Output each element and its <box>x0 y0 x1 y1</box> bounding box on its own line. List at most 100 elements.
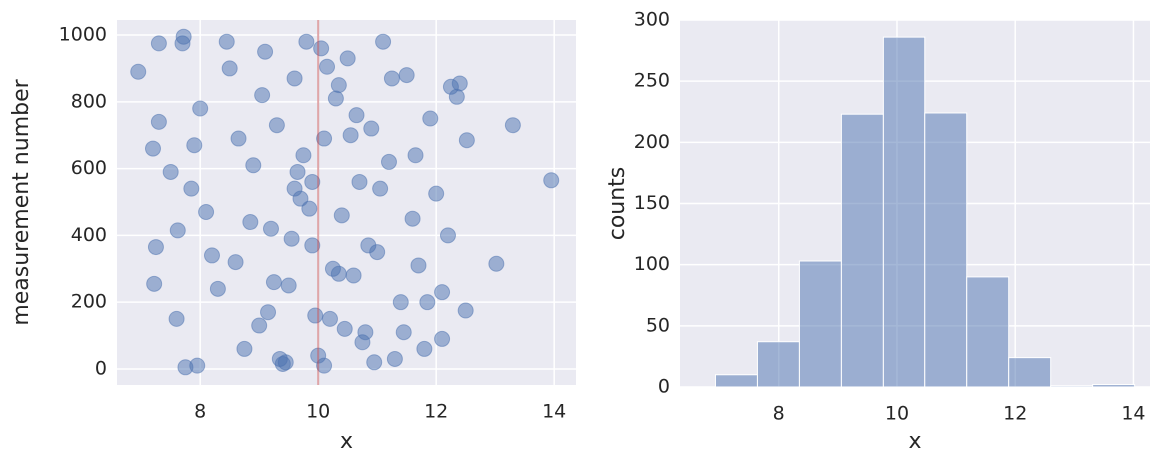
scatter-point <box>198 204 215 221</box>
scatter-point <box>262 220 279 237</box>
histogram-bar <box>756 341 800 388</box>
scatter-point <box>398 67 415 84</box>
scatter-point <box>251 317 268 334</box>
scatter-point <box>286 70 303 87</box>
scatter-point <box>386 350 403 367</box>
scatter-point <box>227 254 244 271</box>
scatter-point <box>283 230 300 247</box>
scatter-point <box>230 130 247 147</box>
scatter-point <box>380 153 397 170</box>
y-tick-label: 250 <box>634 70 670 92</box>
scatter-point <box>162 163 179 180</box>
histogram-bar <box>924 112 968 388</box>
x-tick-label: 10 <box>306 401 330 423</box>
y-axis-label: measurement number <box>9 78 34 325</box>
y-tick-label: 200 <box>634 131 670 153</box>
scatter-point <box>183 180 200 197</box>
scatter-point <box>439 227 456 244</box>
x-axis-label: x <box>340 429 353 454</box>
y-tick-label: 600 <box>71 157 107 179</box>
y-tick-label: 0 <box>658 376 670 398</box>
scatter-point <box>416 340 433 357</box>
scatter-point <box>354 334 371 351</box>
histogram-bar <box>882 36 926 388</box>
y-axis-label: counts <box>605 167 630 241</box>
scatter-point <box>339 50 356 67</box>
scatter-point <box>407 147 424 164</box>
scatter-point <box>330 77 347 94</box>
x-tick-label: 12 <box>424 401 448 423</box>
scatter-point <box>301 200 318 217</box>
scatter-point <box>257 43 274 60</box>
x-axis-label: x <box>908 429 921 454</box>
scatter-point <box>144 140 161 157</box>
scatter-point <box>221 60 238 77</box>
y-tick-label: 800 <box>71 90 107 112</box>
scatter-point <box>150 35 167 52</box>
scatter-point <box>316 357 333 374</box>
scatter-point <box>295 147 312 164</box>
scatter-point <box>147 239 164 256</box>
y-tick-label: 200 <box>71 291 107 313</box>
x-tick-label: 8 <box>773 403 785 425</box>
scatter-point <box>504 117 521 134</box>
scatter-point <box>342 127 359 144</box>
scatter-point <box>321 310 338 327</box>
scatter-point <box>313 40 330 57</box>
y-tick-label: 50 <box>646 314 670 336</box>
histogram-bar <box>1092 384 1136 388</box>
histogram-bar <box>1008 357 1052 388</box>
y-tick-label: 150 <box>634 192 670 214</box>
y-tick-label: 100 <box>634 253 670 275</box>
scatter-point <box>428 185 445 202</box>
scatter-point <box>360 237 377 254</box>
y-tick-label: 0 <box>95 357 107 379</box>
x-tick-label: 14 <box>1121 403 1145 425</box>
scatter-point <box>146 275 163 292</box>
scatter-point <box>304 173 321 190</box>
scatter-point <box>419 294 436 311</box>
scatter-point <box>265 274 282 291</box>
scatter-point <box>442 78 459 95</box>
scatter-point <box>169 222 186 239</box>
scatter-point <box>245 157 262 174</box>
scatter-point <box>218 33 235 50</box>
scatter-point <box>175 28 192 45</box>
scatter-point <box>372 180 389 197</box>
scatter-point <box>410 257 427 274</box>
scatter-point <box>395 324 412 341</box>
scatter-point <box>392 294 409 311</box>
scatter-point <box>298 33 315 50</box>
x-tick-label: 12 <box>1003 403 1027 425</box>
scatter-point <box>422 110 439 127</box>
x-tick-label: 10 <box>885 403 909 425</box>
y-tick-label: 1000 <box>59 24 107 46</box>
scatter-point <box>434 330 451 347</box>
scatter-point <box>316 130 333 147</box>
scatter-point <box>289 163 306 180</box>
scatter-point <box>277 354 294 371</box>
scatter-point <box>236 340 253 357</box>
x-tick-label: 14 <box>542 401 566 423</box>
scatter-point <box>307 307 324 324</box>
histogram-bar <box>798 260 842 388</box>
scatter-point <box>351 173 368 190</box>
scatter-point <box>168 310 185 327</box>
scatter-point <box>404 210 421 227</box>
scatter-point <box>319 58 336 75</box>
scatter-point <box>543 172 560 189</box>
scatter-point <box>192 100 209 117</box>
histogram-bar <box>1050 385 1094 388</box>
scatter-point <box>268 117 285 134</box>
scatter-point <box>203 247 220 264</box>
scatter-point <box>457 302 474 319</box>
scatter-point <box>434 284 451 301</box>
scatter-point <box>280 277 297 294</box>
histogram-bar <box>840 113 884 388</box>
scatter-point <box>130 63 147 80</box>
scatter-point <box>209 280 226 297</box>
scatter-point <box>333 207 350 224</box>
scatter-point <box>366 354 383 371</box>
scatter-point <box>327 90 344 107</box>
